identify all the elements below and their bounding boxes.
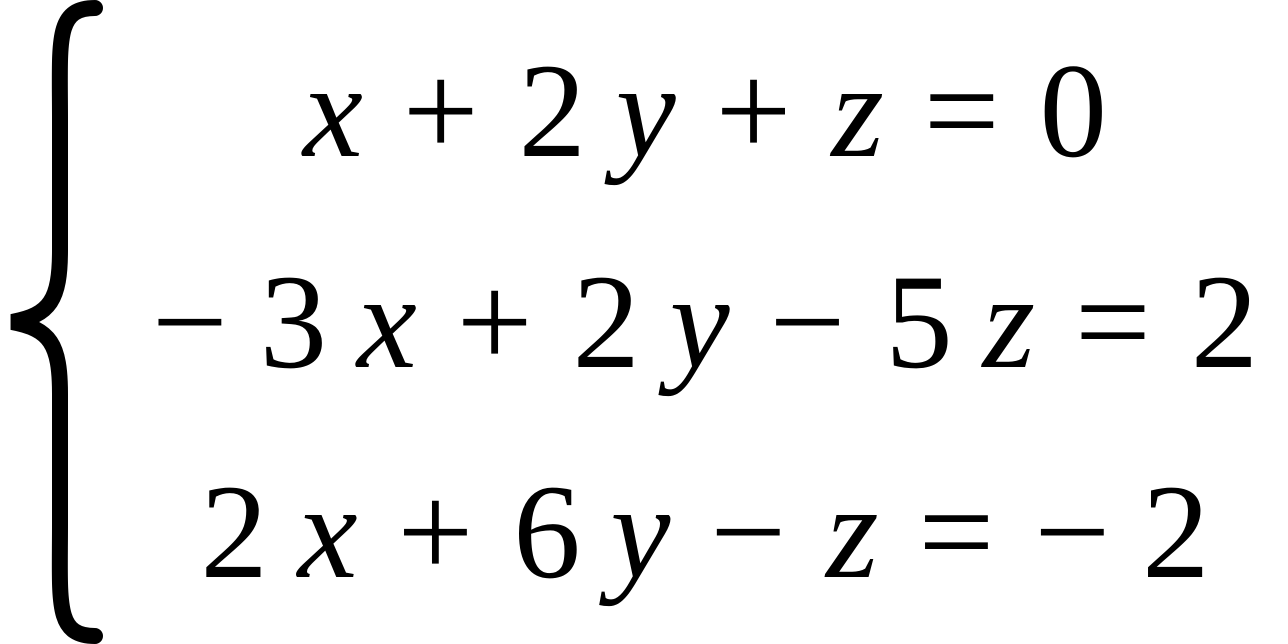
var-y: y (616, 37, 674, 186)
op-minus: − (700, 465, 794, 600)
op-plus: + (447, 255, 541, 390)
var-y: y (610, 458, 668, 607)
coef-2: 2 (519, 37, 585, 186)
rhs: 2 (1142, 458, 1208, 607)
var-x: x (298, 458, 356, 607)
rhs: 2 (1191, 248, 1257, 397)
var-z: z (826, 458, 877, 607)
var-y: y (670, 248, 728, 397)
rhs: 0 (1040, 37, 1106, 186)
op-neg: − (152, 248, 228, 397)
op-minus: − (759, 255, 853, 390)
op-plus: + (387, 465, 481, 600)
op-equals: = (914, 44, 1008, 179)
var-x: x (303, 37, 361, 186)
equation-lines: x + 2 y + z = 0 − 3 x + 2 y − 5 z = 2 2 … (120, 22, 1288, 622)
coef-5: 5 (885, 248, 951, 397)
equation-line-3: 2 x + 6 y − z = − 2 (120, 465, 1288, 600)
equation-line-1: x + 2 y + z = 0 (120, 44, 1288, 179)
op-equals: = (908, 465, 1002, 600)
system-of-equations: x + 2 y + z = 0 − 3 x + 2 y − 5 z = 2 2 … (0, 0, 1288, 644)
var-z: z (831, 37, 882, 186)
coef-2: 2 (200, 458, 266, 607)
op-plus: + (705, 44, 799, 179)
var-z: z (983, 248, 1034, 397)
left-brace-icon (0, 0, 120, 644)
equation-line-2: − 3 x + 2 y − 5 z = 2 (120, 255, 1288, 390)
coef-3: 3 (260, 248, 326, 397)
op-equals: = (1065, 255, 1159, 390)
coef-2: 2 (572, 248, 638, 397)
op-neg: − (1034, 458, 1110, 607)
op-plus: + (393, 44, 487, 179)
var-x: x (357, 248, 415, 397)
coef-6: 6 (513, 458, 579, 607)
